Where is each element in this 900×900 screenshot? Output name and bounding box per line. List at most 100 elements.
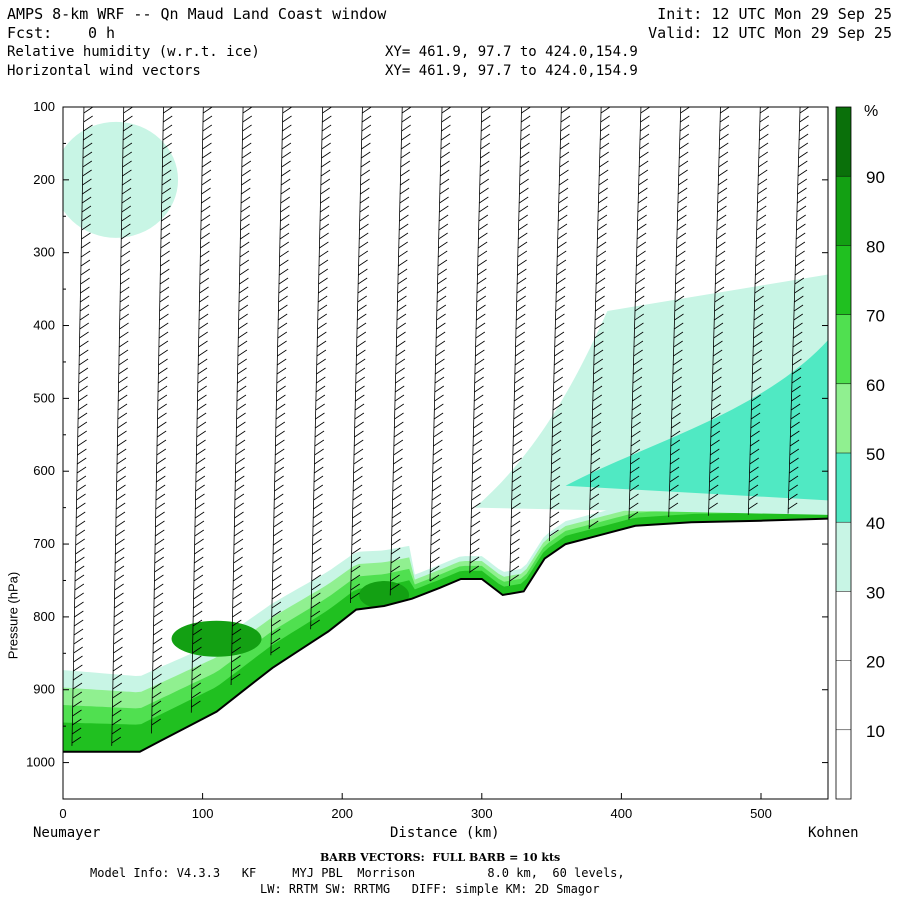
wind-barb-flag	[75, 547, 85, 555]
wind-barb-flag	[511, 493, 521, 501]
wind-barb-flag	[200, 205, 211, 213]
wind-barb-flag	[431, 502, 442, 510]
wind-barb-flag	[157, 421, 167, 429]
wind-barb-flag	[238, 322, 248, 330]
wind-barb-flag	[551, 448, 561, 456]
wind-barb-flag	[515, 331, 526, 339]
wind-barb-flag	[719, 124, 730, 132]
wind-barb-flag	[271, 601, 282, 609]
wind-barb-flag	[436, 304, 447, 312]
wind-barb-flag	[120, 241, 131, 249]
wind-barb-flag	[118, 367, 128, 375]
wind-barb-flag	[434, 403, 444, 411]
wind-barb-flag	[674, 295, 685, 303]
wind-barb-flag	[474, 376, 484, 384]
wind-barb-flag	[277, 313, 288, 321]
wind-barb-flag	[199, 259, 210, 267]
wind-barb-flag	[353, 475, 363, 483]
wind-barb-flag	[679, 133, 689, 141]
wind-barb-flag	[629, 484, 639, 492]
wind-barb-flag	[592, 385, 603, 393]
wind-barb-flag	[473, 421, 483, 429]
wind-barb-flag	[711, 403, 721, 411]
wind-barb-flag	[798, 142, 809, 150]
y-tick-label: 500	[33, 390, 55, 405]
wind-barb-flag	[597, 214, 608, 222]
wind-barb-flag	[560, 124, 570, 132]
wind-barb-flag	[236, 421, 246, 429]
wind-barb-flag	[272, 556, 283, 564]
wind-barb-flag	[202, 107, 213, 114]
wind-barb-flag	[595, 286, 606, 294]
wind-barb-flag	[678, 160, 689, 168]
wind-barb-flag	[272, 565, 282, 573]
colorbar-label: 80	[866, 237, 885, 256]
wind-barb-flag	[718, 169, 728, 177]
wind-barb-flag	[397, 268, 408, 276]
wind-barb-flag	[550, 493, 560, 501]
wind-barb-flag	[514, 367, 525, 375]
wind-barb-flag	[320, 169, 331, 177]
wind-barb-flag	[795, 241, 806, 249]
wind-barb-flag	[716, 241, 726, 249]
wind-barb-flag	[796, 223, 806, 231]
wind-barb-flag	[792, 340, 803, 348]
wind-barb-flag	[154, 583, 164, 591]
wind-barb-flag	[394, 412, 404, 420]
wind-barb-flag	[752, 349, 763, 357]
wind-barb-flag	[196, 448, 206, 456]
wind-barb-flag	[677, 205, 687, 213]
wind-barb-flag	[396, 340, 406, 348]
wind-barb-flag	[319, 241, 329, 249]
wind-barb-flag	[118, 358, 129, 366]
wind-barb-flag	[311, 574, 321, 582]
wind-barb-flag	[352, 484, 363, 492]
wind-barb-flag	[550, 484, 560, 492]
wind-barb-flag	[354, 439, 364, 447]
wind-barb-flag	[596, 268, 606, 276]
wind-barb-flag	[313, 484, 324, 492]
wind-barb-flag	[237, 367, 247, 375]
wind-barb-flag	[472, 466, 482, 474]
wind-barb-flag	[160, 250, 170, 258]
wind-barb-flag	[716, 214, 727, 222]
wind-barb-flag	[120, 268, 130, 276]
wind-barb-flag	[469, 565, 480, 573]
wind-barb-flag	[597, 223, 607, 231]
wind-barb-flag	[712, 367, 722, 375]
wind-barb-flag	[160, 268, 170, 276]
wind-barb-flag	[151, 718, 161, 726]
wind-barb-flag	[153, 610, 163, 618]
wind-barb-flag	[678, 178, 688, 186]
wind-barb-flag	[352, 493, 363, 501]
wind-barb-flag	[711, 385, 722, 393]
wind-barb-flag	[754, 277, 765, 285]
wind-barb-flag	[390, 574, 400, 582]
wind-barb-flag	[398, 250, 408, 258]
wind-barb-flag	[510, 547, 520, 555]
wind-barb-flag	[351, 556, 361, 564]
wind-barb-flag	[202, 133, 212, 141]
wind-barb-flag	[799, 124, 809, 132]
wind-barb-flag	[74, 610, 84, 618]
wind-barb-flag	[158, 358, 168, 366]
wind-barb-flag	[519, 178, 529, 186]
wind-barb-flag	[320, 187, 330, 195]
colorbar-label: 30	[866, 583, 885, 602]
wind-barb-flag	[358, 241, 369, 249]
wind-barb-flag	[76, 484, 86, 492]
wind-barb-flag	[234, 511, 244, 519]
wind-barb-flag	[72, 682, 83, 690]
wind-barb-flag	[401, 124, 411, 132]
y-tick-label: 900	[33, 682, 55, 697]
wind-barb-flag	[400, 178, 410, 186]
wind-barb-flag	[238, 295, 249, 303]
wind-barb-flag	[194, 511, 205, 519]
wind-barb-flag	[273, 538, 283, 546]
wind-barb-flag	[156, 448, 167, 456]
wind-barb-flag	[717, 178, 728, 186]
wind-barb-flag	[556, 286, 566, 294]
wind-barb-flag	[796, 205, 807, 213]
wind-barb-flag	[441, 124, 451, 132]
wind-barb-flag	[193, 583, 203, 591]
